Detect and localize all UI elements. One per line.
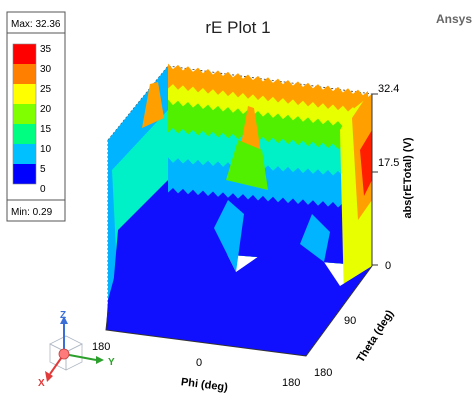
triad-x-arrowhead — [45, 371, 53, 382]
legend-swatch-20 — [13, 104, 36, 124]
surface-peak-left — [142, 82, 164, 128]
triad-y-arrow — [63, 353, 97, 361]
surface-peak-center-base — [226, 140, 268, 190]
rE-3d-surface[interactable] — [106, 63, 372, 357]
triad-cube-icon — [49, 335, 83, 371]
legend-min-label: Min: 0.29 — [11, 207, 53, 218]
phi-tick-right: 180 — [282, 377, 300, 389]
legend-tick-10: 10 — [40, 144, 52, 155]
triad-y-label: Y — [108, 357, 115, 368]
color-legend[interactable]: Max: 32.36 35 30 25 20 15 10 5 0 Min: 0.… — [6, 11, 66, 222]
phi-tick-left: 180 — [92, 341, 110, 353]
legend-swatch-frame — [12, 43, 37, 185]
z-tick-mid: 17.5 — [378, 157, 399, 169]
legend-swatch-10 — [13, 144, 36, 164]
phi-axis: 180 0 180 Phi (deg) — [92, 341, 300, 394]
phi-tick-mid: 0 — [196, 357, 202, 369]
triad-z-arrowhead — [60, 316, 68, 324]
z-tick-max: 32.4 — [378, 83, 399, 95]
surface-left-slope-mid — [112, 110, 168, 250]
legend-tick-35: 35 — [40, 44, 52, 55]
axis-frame — [105, 94, 373, 357]
z-axis-label: abs(rETotal) (V) — [402, 137, 414, 218]
surface-right-lobe-peak — [360, 130, 372, 196]
theta-tick-mid: 90 — [344, 315, 356, 327]
triad-origin — [58, 348, 70, 360]
legend-tick-0: 0 — [40, 184, 46, 195]
legend-swatch-5 — [13, 164, 36, 184]
legend-tick-5: 5 — [40, 164, 46, 175]
ansys-logo: Ansys — [436, 12, 472, 26]
plot-title: rE Plot 1 — [205, 18, 270, 37]
orientation-triad[interactable]: Z Y X — [38, 310, 115, 389]
triad-y-arrowhead — [96, 356, 104, 364]
triad-x-label: X — [38, 378, 45, 389]
z-axis: 32.4 17.5 0 abs(rETotal) (V) — [372, 83, 414, 272]
phi-axis-label: Phi (deg) — [180, 376, 228, 394]
legend-tick-20: 20 — [40, 104, 52, 115]
surface-ridge-right — [300, 214, 330, 262]
theta-tick-end: 180 — [314, 367, 332, 379]
surface-floor — [106, 228, 372, 356]
legend-swatch-25 — [13, 84, 36, 104]
surface-ridge-center — [214, 200, 244, 272]
legend-min-box — [6, 199, 66, 222]
legend-swatch-35 — [13, 44, 36, 64]
legend-tick-30: 30 — [40, 64, 52, 75]
legend-tick-25: 25 — [40, 84, 52, 95]
legend-max-label: Max: 32.36 — [11, 19, 61, 30]
legend-swatch-30 — [13, 64, 36, 84]
legend-swatch-15 — [13, 124, 36, 144]
z-tick-min: 0 — [385, 260, 391, 272]
legend-tick-15: 15 — [40, 124, 52, 135]
theta-axis-label: Theta (deg) — [355, 308, 397, 365]
triad-z-label: Z — [60, 310, 66, 321]
